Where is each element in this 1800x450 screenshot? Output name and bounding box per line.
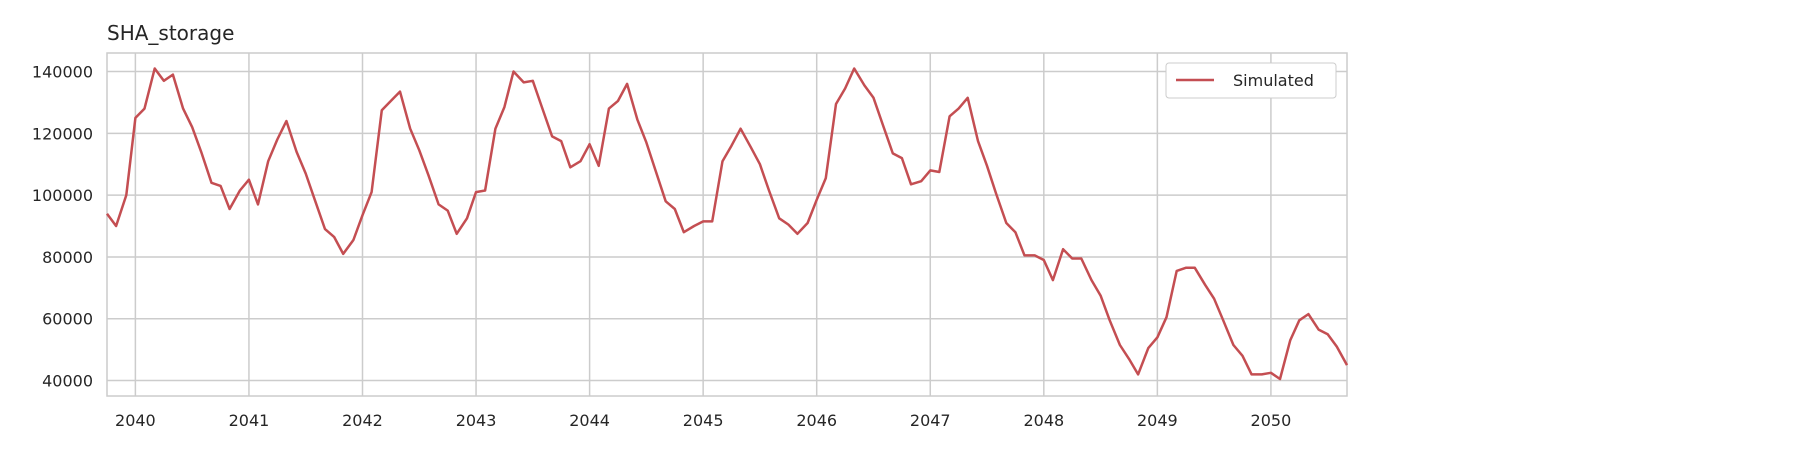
y-tick-label: 120000 (32, 124, 93, 143)
x-tick-label: 2047 (910, 411, 951, 430)
y-tick-label: 100000 (32, 186, 93, 205)
tick-labels: 40000 60000 80000 100000 120000 140000 2040 204… (32, 63, 1291, 430)
x-tick-label: 2044 (569, 411, 610, 430)
chart-title: SHA_storage (107, 21, 234, 45)
series-line-simulated (105, 67, 1349, 381)
legend: Simulated (1165, 62, 1337, 99)
x-tick-label: 2041 (229, 411, 270, 430)
grid (107, 53, 1347, 396)
y-tick-label: 80000 (42, 248, 93, 267)
legend-box (1165, 62, 1337, 99)
y-tick-label: 60000 (42, 310, 93, 329)
x-tick-label: 2040 (115, 411, 156, 430)
series-layer (105, 67, 1349, 381)
x-tick-label: 2046 (796, 411, 837, 430)
y-tick-label: 40000 (42, 372, 93, 391)
legend-label-simulated: Simulated (1233, 71, 1314, 90)
x-tick-label: 2049 (1137, 411, 1178, 430)
x-tick-label: 2042 (342, 411, 383, 430)
x-tick-label: 2045 (683, 411, 724, 430)
plot-area (106, 52, 1348, 397)
x-tick-label: 2050 (1251, 411, 1292, 430)
x-tick-label: 2043 (456, 411, 497, 430)
y-tick-label: 140000 (32, 63, 93, 82)
x-tick-label: 2048 (1023, 411, 1064, 430)
